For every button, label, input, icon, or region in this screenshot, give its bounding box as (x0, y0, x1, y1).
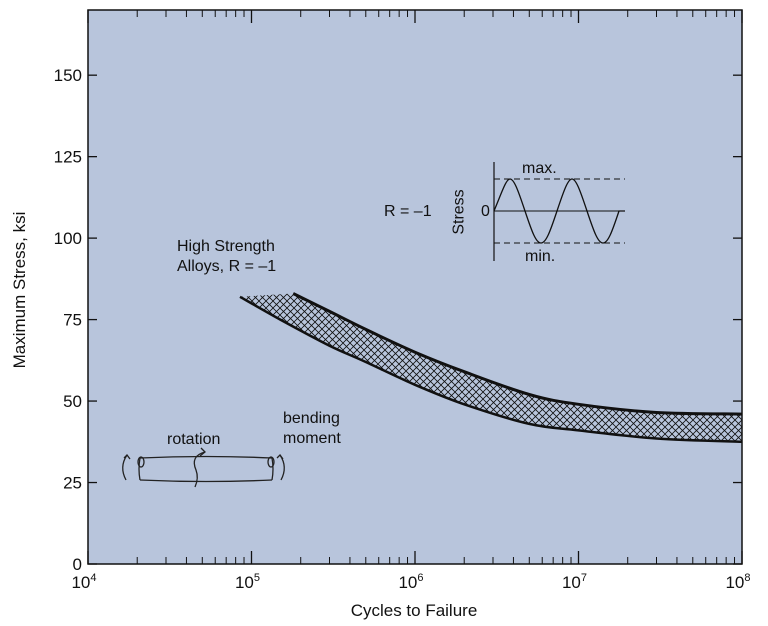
y-tick-label: 125 (54, 148, 82, 167)
y-tick-label: 75 (63, 311, 82, 330)
stress-ratio-label: R = –1 (384, 203, 432, 220)
y-tick-label: 0 (73, 555, 82, 574)
bending-label-line2: moment (283, 430, 341, 447)
curve-label-line2: Alloys, R = –1 (177, 258, 277, 275)
inset-max-label: max. (522, 160, 557, 177)
x-tick-label: 106 (398, 572, 423, 592)
rotation-label: rotation (167, 431, 221, 448)
inset-zero-label: 0 (481, 203, 490, 220)
stress-waveform-inset (493, 162, 625, 261)
y-tick-label: 50 (63, 392, 82, 411)
y-axis-label: Maximum Stress, ksi (10, 211, 29, 369)
lower-bound-curve (239, 295, 743, 444)
inset-sine-wave (493, 178, 625, 244)
curve-label-line1: High Strength (177, 238, 275, 255)
plot-frame (87, 9, 743, 565)
x-axis-label: Cycles to Failure (350, 601, 478, 620)
y-tick-label: 100 (54, 229, 82, 248)
y-tick-label: 150 (54, 66, 82, 85)
scatter-band (239, 292, 743, 444)
bending-label-line1: bending (283, 410, 340, 427)
x-tick-label: 108 (725, 572, 750, 592)
x-tick-label: 107 (562, 572, 587, 592)
x-tick-label: 105 (235, 572, 260, 592)
rotating-beam-specimen-icon (122, 447, 285, 488)
upper-bound-curve (292, 292, 743, 416)
inset-stress-label: Stress (450, 189, 468, 235)
axis-ticks: 0 25 50 75 100 125 150 104 105 106 107 108 (54, 10, 751, 592)
inset-min-label: min. (525, 248, 556, 265)
x-tick-label: 104 (71, 572, 96, 592)
y-tick-label: 25 (63, 474, 82, 493)
